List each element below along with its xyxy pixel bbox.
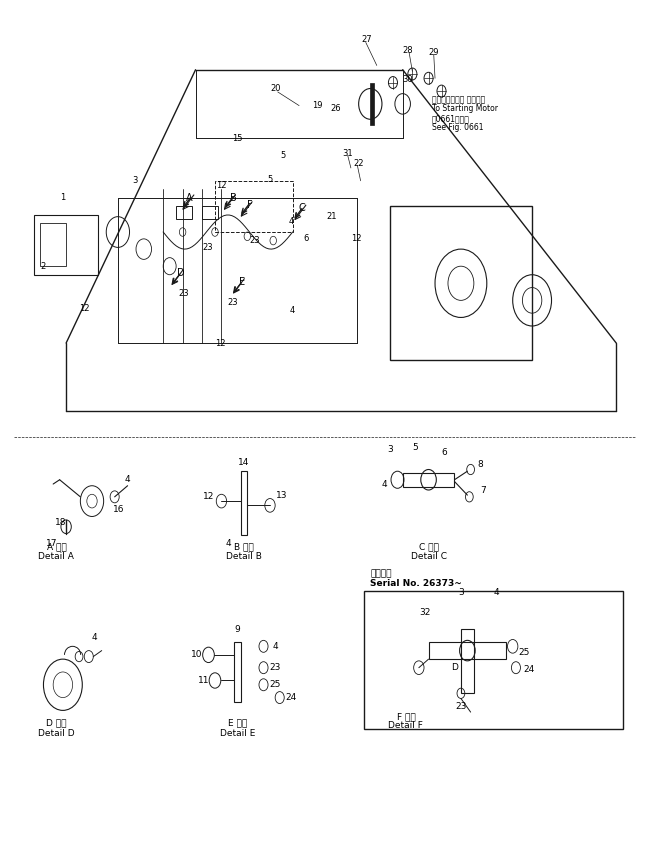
Bar (215, 181, 292, 232)
Text: E: E (239, 277, 245, 286)
Text: 5: 5 (267, 175, 272, 183)
Text: 4: 4 (272, 642, 278, 650)
Text: 10: 10 (191, 650, 203, 659)
Text: Detail E: Detail E (220, 729, 255, 738)
Bar (241, 471, 248, 536)
Text: 5: 5 (413, 443, 419, 452)
Text: D: D (177, 268, 185, 278)
Bar (461, 629, 474, 693)
Text: 21: 21 (326, 213, 337, 221)
Text: 1: 1 (60, 194, 66, 202)
Text: D 詳細: D 詳細 (46, 719, 67, 728)
Text: To Starting Motor: To Starting Motor (432, 104, 498, 112)
Text: 4: 4 (382, 480, 387, 488)
Text: 30: 30 (402, 75, 413, 85)
Text: B 詳細: B 詳細 (234, 542, 254, 551)
Text: 4: 4 (225, 539, 231, 548)
Text: 25: 25 (270, 680, 281, 689)
Text: 12: 12 (216, 181, 227, 189)
Text: 9: 9 (235, 625, 240, 633)
Text: 5: 5 (280, 151, 285, 159)
Bar (40, 224, 66, 267)
Text: スターティング モータへ: スターティング モータへ (432, 95, 485, 104)
Bar (428, 642, 506, 659)
Text: 4: 4 (290, 306, 295, 315)
Text: 23: 23 (455, 702, 467, 710)
Text: 20: 20 (270, 84, 280, 93)
Text: 8: 8 (478, 460, 483, 469)
Text: 28: 28 (402, 46, 413, 56)
Bar (370, 82, 374, 125)
Text: Detail C: Detail C (411, 552, 447, 561)
Text: 12: 12 (203, 492, 215, 501)
Text: Detail F: Detail F (389, 722, 423, 730)
Bar (235, 642, 241, 702)
Text: 25: 25 (519, 648, 530, 656)
Bar (402, 473, 454, 487)
Text: 14: 14 (239, 458, 250, 467)
Text: 6: 6 (303, 234, 308, 243)
Text: A: A (186, 193, 192, 203)
Text: B: B (229, 193, 237, 203)
Bar (202, 207, 218, 219)
Text: 32: 32 (420, 608, 431, 617)
Text: 16: 16 (114, 505, 125, 514)
Text: 24: 24 (286, 693, 297, 702)
Text: 3: 3 (133, 177, 138, 185)
Text: 4: 4 (494, 588, 499, 597)
Text: 2: 2 (41, 261, 46, 271)
Text: 11: 11 (198, 676, 209, 685)
Text: 3: 3 (387, 446, 393, 454)
Bar (390, 207, 532, 360)
Text: F 詳細: F 詳細 (396, 712, 415, 721)
Text: 29: 29 (428, 48, 439, 57)
Text: 15: 15 (232, 134, 243, 142)
Text: 27: 27 (362, 35, 372, 45)
Text: 12: 12 (215, 339, 226, 348)
Text: D: D (451, 663, 458, 672)
Text: 18: 18 (55, 518, 67, 527)
Text: Detail B: Detail B (226, 552, 262, 561)
Text: E 詳細: E 詳細 (228, 719, 247, 728)
Text: 26: 26 (331, 104, 341, 112)
Bar (176, 207, 192, 219)
Text: 7: 7 (481, 486, 486, 494)
Text: 6: 6 (442, 448, 448, 457)
Text: 適用番号: 適用番号 (370, 569, 392, 578)
Text: 4: 4 (125, 476, 131, 484)
Text: 23: 23 (227, 297, 239, 307)
Text: 22: 22 (354, 159, 364, 168)
Text: 第0661図参照: 第0661図参照 (432, 115, 470, 123)
Text: 31: 31 (343, 149, 353, 158)
Text: F: F (247, 200, 253, 210)
Bar (34, 215, 98, 275)
Text: 23: 23 (270, 663, 281, 672)
Text: 13: 13 (276, 490, 287, 500)
Text: 23: 23 (250, 236, 261, 245)
Text: 23: 23 (202, 243, 213, 252)
Text: 4: 4 (289, 218, 294, 226)
Text: 12: 12 (351, 234, 361, 243)
Text: 19: 19 (312, 101, 322, 110)
Text: See Fig. 0661: See Fig. 0661 (432, 123, 484, 132)
Text: C: C (299, 203, 305, 213)
Text: 4: 4 (91, 633, 97, 642)
Text: 12: 12 (79, 304, 90, 314)
Text: Detail A: Detail A (38, 552, 74, 561)
Text: C 詳細: C 詳細 (419, 542, 439, 551)
Text: 24: 24 (523, 665, 534, 674)
Text: 23: 23 (179, 289, 189, 298)
Bar (364, 590, 623, 729)
Text: Serial No. 26373~: Serial No. 26373~ (370, 579, 462, 589)
Text: Detail D: Detail D (38, 729, 75, 738)
Text: A 詳細: A 詳細 (47, 542, 66, 551)
Text: 17: 17 (46, 539, 58, 548)
Text: 3: 3 (458, 588, 464, 597)
